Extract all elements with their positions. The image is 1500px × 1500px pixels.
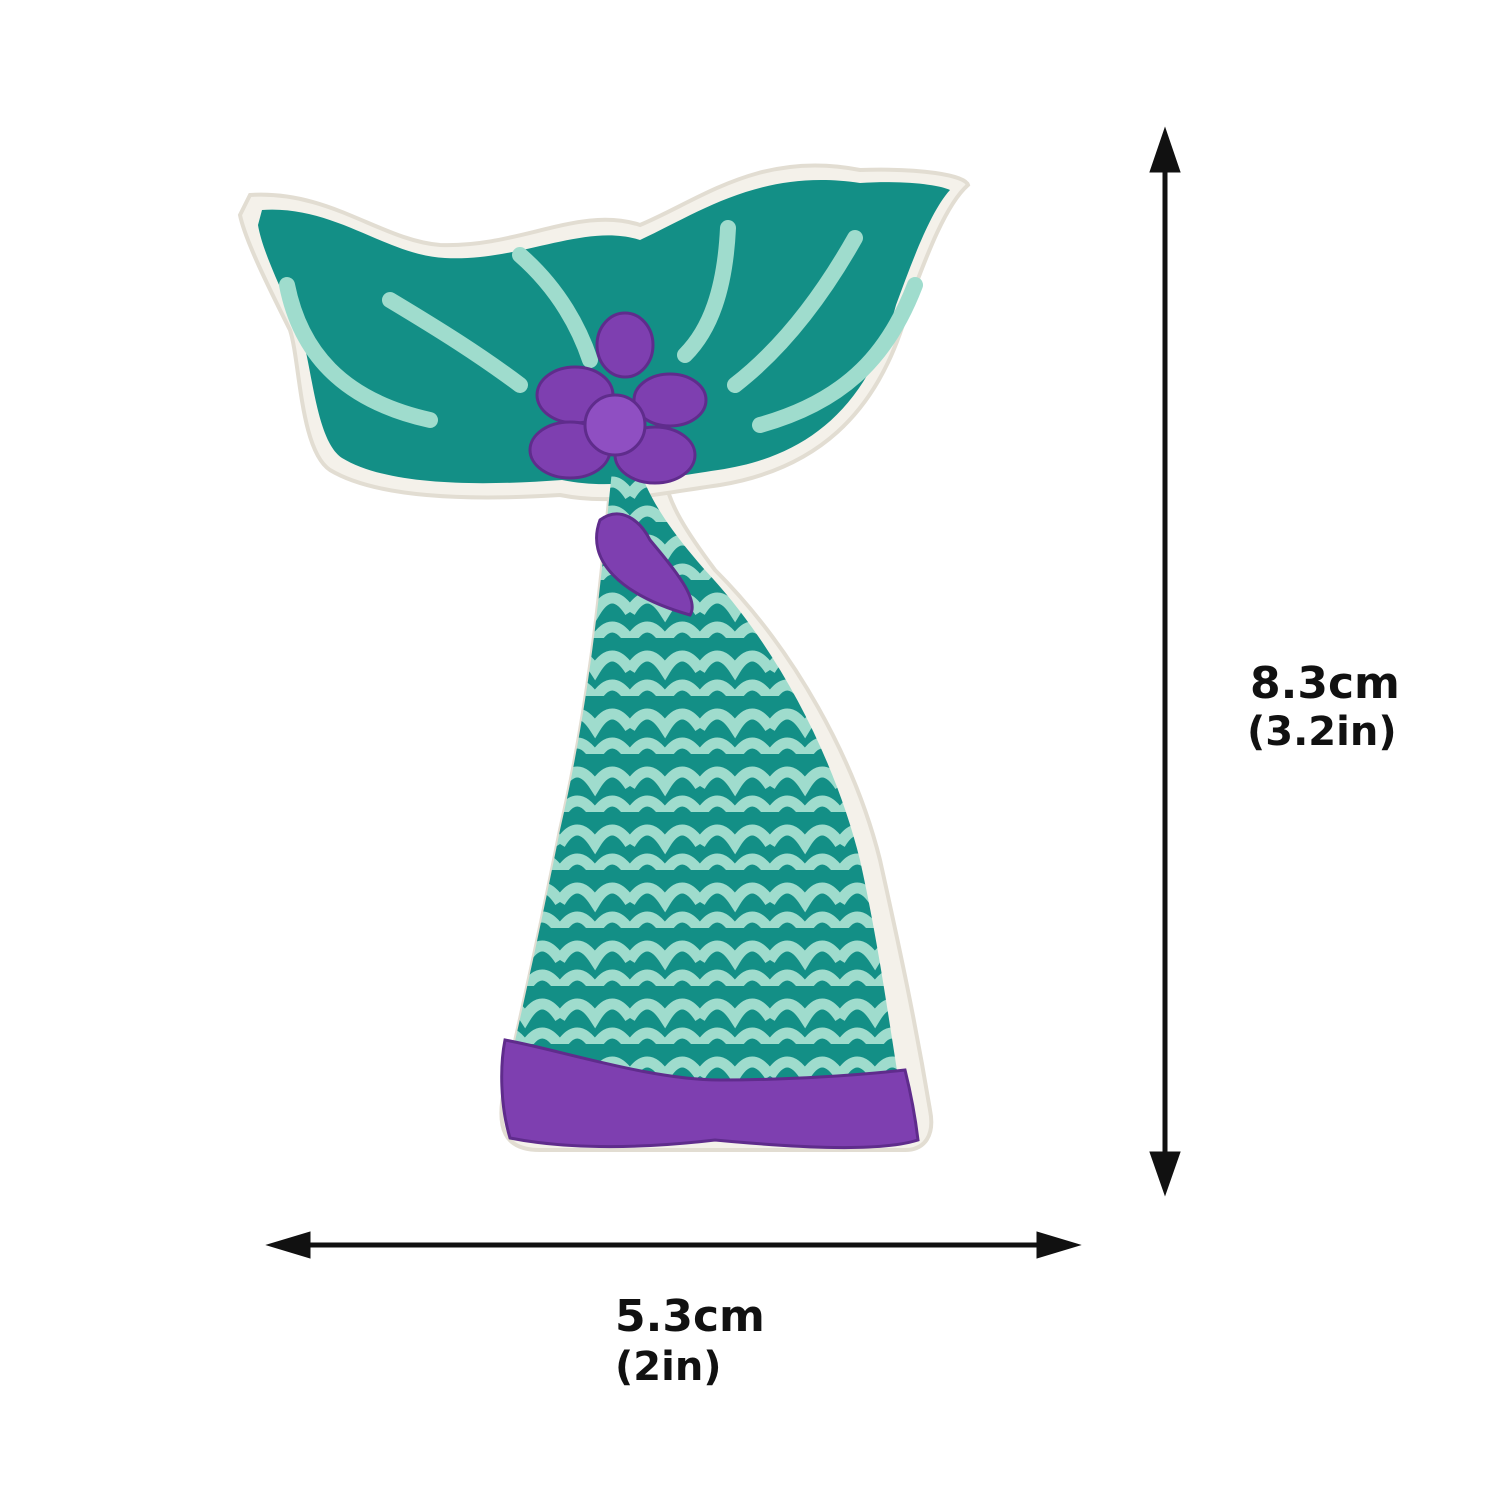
height-dimension-arrow[interactable] [1149, 126, 1181, 1197]
fin-stripes [279, 220, 923, 433]
purple-flower-bow [528, 311, 708, 617]
purple-tail-band [500, 1038, 920, 1150]
height-in-label: (3.2in) [1247, 709, 1397, 755]
height-cm-label: 8.3cm [1250, 658, 1400, 709]
width-in-label: (2in) [615, 1344, 722, 1390]
width-cm-label: 5.3cm [615, 1291, 765, 1342]
width-dimension-arrow[interactable] [265, 1231, 1082, 1259]
